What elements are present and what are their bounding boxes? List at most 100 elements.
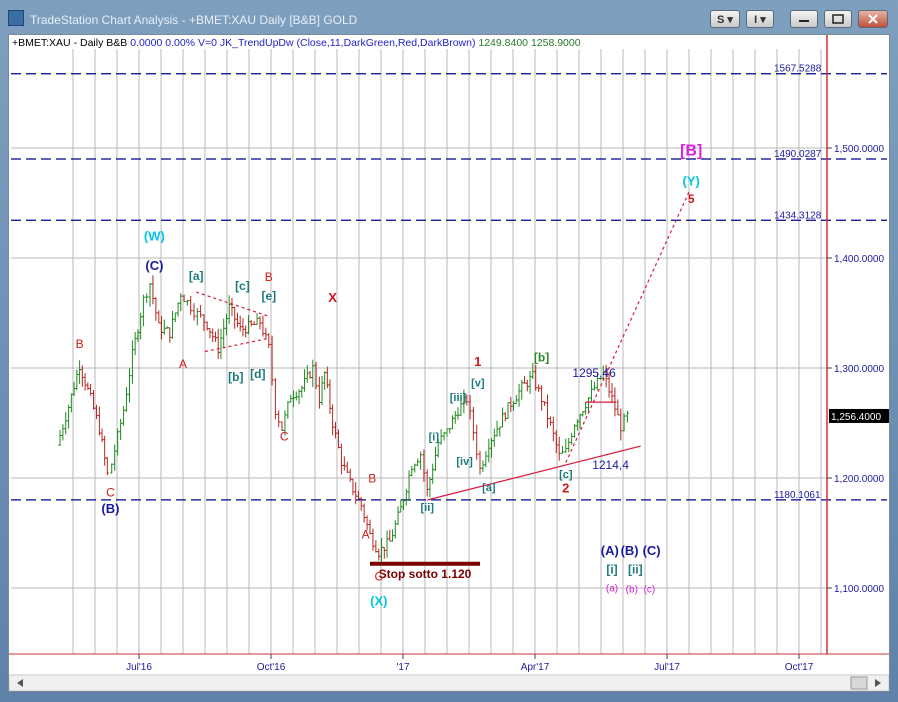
time-tick-label: Apr'17 xyxy=(521,662,550,673)
price-bar xyxy=(58,429,62,447)
price-bar xyxy=(371,528,375,551)
price-bar xyxy=(495,420,499,437)
price-bar xyxy=(362,503,366,523)
i-menu-button[interactable]: I ▾ xyxy=(746,10,774,28)
interval-label: Daily xyxy=(80,37,104,49)
last-price-box xyxy=(829,408,889,423)
price-bar xyxy=(484,450,488,468)
wave-label: [iv] xyxy=(456,456,473,468)
wave-label: [i] xyxy=(606,563,617,577)
price-bar xyxy=(219,329,223,360)
wave-label: (a) xyxy=(606,583,618,594)
title-bar: TradeStation Chart Analysis - +BMET:XAU … xyxy=(0,0,898,34)
price-bar xyxy=(189,295,193,315)
price-bar xyxy=(557,436,561,461)
trendline xyxy=(565,191,690,463)
price-bar xyxy=(277,410,281,427)
price-bar xyxy=(334,421,338,439)
time-tick-label: '17 xyxy=(396,662,409,673)
close-button[interactable] xyxy=(858,10,888,28)
price-bar xyxy=(157,310,161,324)
stop-label: Stop sotto 1.120 xyxy=(379,567,472,581)
wave-label: B xyxy=(265,270,273,284)
price-bar xyxy=(531,362,535,379)
time-tick-label: Jul'16 xyxy=(126,662,152,673)
price-bar xyxy=(213,331,217,342)
price-bar xyxy=(64,412,68,435)
price-bar xyxy=(103,435,107,466)
price-bar xyxy=(154,297,158,321)
price-bar xyxy=(283,410,287,436)
price-bar xyxy=(385,530,389,558)
price-bar xyxy=(551,416,555,442)
price-bar xyxy=(545,394,549,429)
time-tick-label: Oct'17 xyxy=(785,662,814,673)
wave-label: (B) xyxy=(621,543,639,558)
price-bar xyxy=(222,318,226,347)
price-bar xyxy=(195,308,199,326)
minimize-button[interactable] xyxy=(790,10,818,28)
price-bar xyxy=(179,293,183,312)
price-bar xyxy=(127,368,131,403)
wave-label: 2 xyxy=(562,480,569,495)
price-bar xyxy=(436,438,440,458)
price-bar xyxy=(567,438,571,453)
price-bar xyxy=(619,408,623,441)
price-bar xyxy=(399,499,403,513)
s-menu-button[interactable]: S ▾ xyxy=(710,10,740,28)
wave-label: (Y) xyxy=(683,173,700,188)
price-bar xyxy=(573,424,577,438)
price-bar xyxy=(185,299,189,306)
wave-label: [B] xyxy=(680,143,702,160)
wave-label: B xyxy=(76,337,84,351)
price-bar xyxy=(261,315,265,337)
price-bar xyxy=(133,331,137,356)
wave-label: [c] xyxy=(235,279,250,293)
price-bar xyxy=(534,364,538,391)
price-bar xyxy=(520,379,524,400)
price-bar xyxy=(116,428,120,456)
price-bar xyxy=(173,312,177,323)
symbol-label: +BMET:XAU xyxy=(12,37,71,49)
price-bar xyxy=(311,359,315,388)
price-bar xyxy=(451,415,454,430)
price-bar xyxy=(125,387,129,412)
price-bar xyxy=(151,275,155,305)
price-bar xyxy=(487,438,491,463)
horizontal-scrollbar[interactable] xyxy=(9,674,889,691)
chart-area[interactable]: 1567.5288 1490.0287 1434.3128 1180.1061 Sto… xyxy=(8,34,890,692)
price-bar xyxy=(445,428,449,437)
wave-label: (c) xyxy=(644,584,656,595)
wave-label: (C) xyxy=(643,543,661,558)
price-bar xyxy=(543,401,547,406)
volume-label: V=0 xyxy=(198,37,217,49)
price-bar xyxy=(92,390,96,410)
price-bar xyxy=(289,394,293,403)
minimize-icon xyxy=(799,20,809,22)
price-bar xyxy=(297,389,301,405)
wave-label: (X) xyxy=(370,594,387,609)
price-bar xyxy=(342,456,346,471)
price-bar xyxy=(238,315,242,332)
price-chart[interactable]: 1567.5288 1490.0287 1434.3128 1180.1061 Sto… xyxy=(9,35,889,691)
price-bar xyxy=(249,319,253,327)
price-bar xyxy=(404,489,408,506)
price-bar xyxy=(616,399,620,416)
price-bar xyxy=(230,298,234,316)
price-bar xyxy=(610,382,614,404)
price-bar xyxy=(69,393,73,413)
price-bar xyxy=(255,313,259,325)
price-bar xyxy=(320,375,324,406)
price-bar xyxy=(453,410,457,424)
price-bar xyxy=(554,430,558,454)
fib-levels: 1567.5288 1490.0287 1434.3128 1180.1061 xyxy=(11,64,887,501)
price-bar xyxy=(270,335,274,386)
price-bar xyxy=(323,371,327,390)
maximize-button[interactable] xyxy=(824,10,852,28)
price-bar xyxy=(509,397,513,413)
wave-label: [b] xyxy=(534,350,549,364)
wave-label: [ii] xyxy=(628,563,643,577)
price-bar xyxy=(391,529,395,542)
